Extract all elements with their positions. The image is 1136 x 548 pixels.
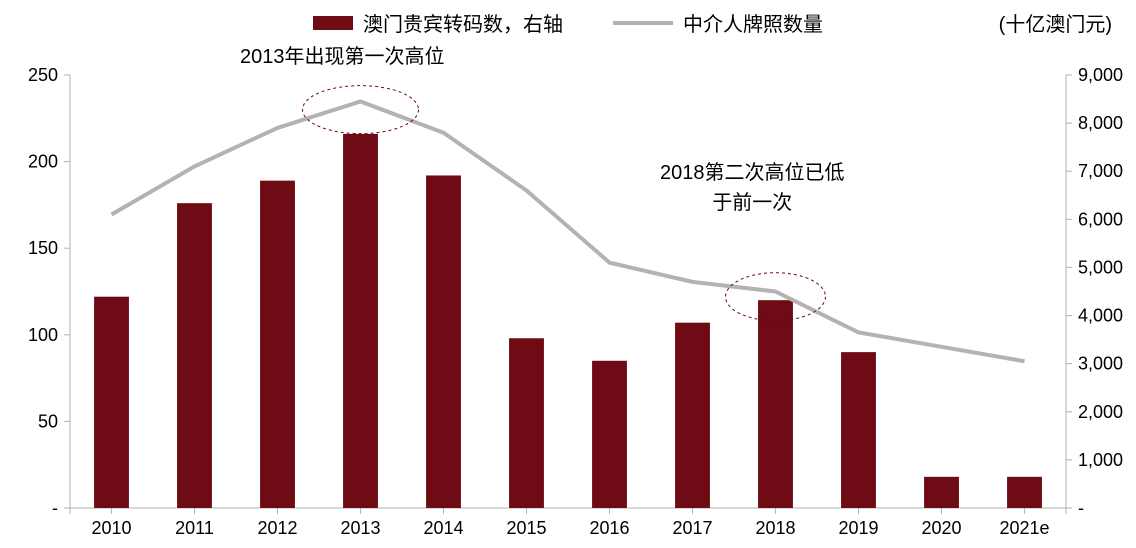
y-right-tick-label: 2,000 bbox=[1078, 402, 1123, 422]
bar bbox=[841, 352, 876, 508]
bar bbox=[260, 181, 295, 508]
y-left-tick-label: 100 bbox=[28, 325, 58, 345]
x-tick-label: 2013 bbox=[340, 518, 380, 538]
bar bbox=[924, 477, 959, 508]
bar bbox=[509, 338, 544, 508]
x-tick-label: 2017 bbox=[672, 518, 712, 538]
y-left-tick-label: 150 bbox=[28, 238, 58, 258]
bar bbox=[758, 300, 793, 508]
unit-label: (十亿澳门元) bbox=[999, 8, 1112, 37]
x-tick-label: 2020 bbox=[921, 518, 961, 538]
annotation-ellipse bbox=[303, 86, 419, 134]
legend-label-line: 中介人牌照数量 bbox=[683, 8, 823, 37]
y-right-tick-label: 8,000 bbox=[1078, 113, 1123, 133]
y-right-tick-label: - bbox=[1078, 498, 1084, 518]
annotation-text: 2013年出现第一次高位 bbox=[240, 42, 445, 72]
x-tick-label: 2010 bbox=[91, 518, 131, 538]
legend-swatch-bar bbox=[313, 16, 353, 30]
bar bbox=[343, 134, 378, 508]
bar bbox=[592, 361, 627, 508]
bar bbox=[177, 203, 212, 508]
x-tick-label: 2012 bbox=[257, 518, 297, 538]
y-right-tick-label: 6,000 bbox=[1078, 209, 1123, 229]
y-right-tick-label: 9,000 bbox=[1078, 65, 1123, 85]
y-right-tick-label: 7,000 bbox=[1078, 161, 1123, 181]
bar bbox=[94, 297, 129, 508]
x-tick-label: 2021e bbox=[999, 518, 1049, 538]
x-tick-label: 2019 bbox=[838, 518, 878, 538]
x-tick-label: 2016 bbox=[589, 518, 629, 538]
y-right-tick-label: 5,000 bbox=[1078, 257, 1123, 277]
legend-item-bar: 澳门贵宾转码数，右轴 bbox=[313, 8, 563, 37]
chart-container: 澳门贵宾转码数，右轴 中介人牌照数量 (十亿澳门元) - 50 100 150 200 2… bbox=[0, 0, 1136, 548]
bar bbox=[675, 323, 710, 508]
annotation-text: 2018第二次高位已低 于前一次 bbox=[660, 158, 845, 218]
bar bbox=[1007, 477, 1042, 508]
legend-swatch-line bbox=[613, 21, 673, 25]
x-tick-label: 2015 bbox=[506, 518, 546, 538]
legend: 澳门贵宾转码数，右轴 中介人牌照数量 bbox=[0, 8, 1136, 37]
y-left-tick-label: 250 bbox=[28, 65, 58, 85]
x-tick-label: 2014 bbox=[423, 518, 463, 538]
y-left-tick-label: 200 bbox=[28, 152, 58, 172]
y-right-tick-label: 3,000 bbox=[1078, 354, 1123, 374]
legend-item-line: 中介人牌照数量 bbox=[613, 8, 823, 37]
chart-svg: - 50 100 150 200 250 - 1,000 2,000 3,000 4,000 5,00… bbox=[0, 0, 1136, 548]
y-right-tick-label: 1,000 bbox=[1078, 450, 1123, 470]
y-left-tick-label: 50 bbox=[38, 411, 58, 431]
y-right-tick-label: 4,000 bbox=[1078, 306, 1123, 326]
y-left-tick-label: - bbox=[52, 498, 58, 518]
bar bbox=[426, 175, 461, 508]
legend-label-bar: 澳门贵宾转码数，右轴 bbox=[363, 8, 563, 37]
line-series bbox=[112, 101, 1025, 361]
x-tick-label: 2011 bbox=[175, 518, 214, 538]
x-tick-label: 2018 bbox=[755, 518, 795, 538]
